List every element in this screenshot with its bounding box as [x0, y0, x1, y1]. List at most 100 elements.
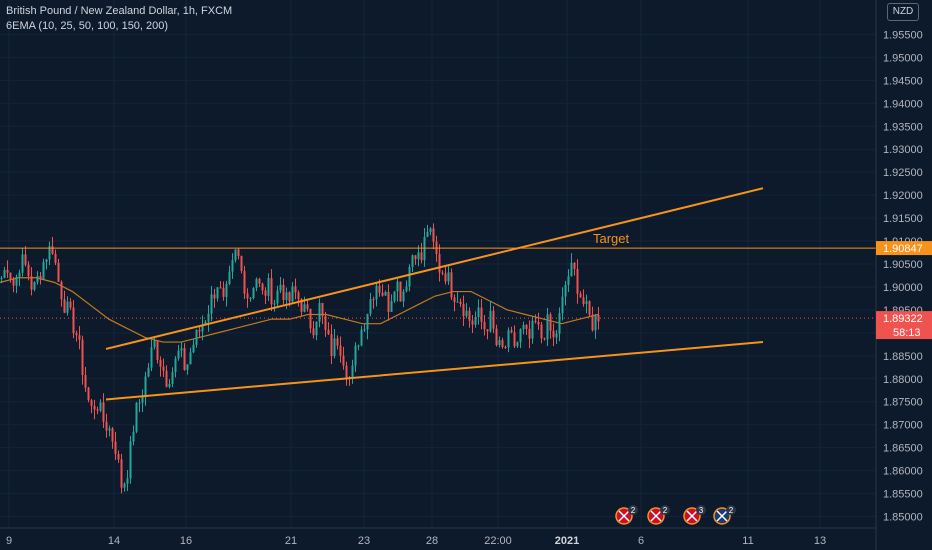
- candle-body: [381, 292, 384, 296]
- candle-body: [549, 314, 552, 331]
- candle-body: [534, 320, 537, 323]
- candle-body: [498, 340, 501, 346]
- candle-body: [564, 284, 567, 297]
- candle-body: [267, 278, 270, 296]
- candle-body: [162, 366, 165, 371]
- candle-body: [582, 297, 585, 304]
- candle-body: [372, 299, 375, 301]
- candle-body: [255, 278, 258, 288]
- candle-body: [510, 330, 513, 333]
- candle-body: [90, 400, 93, 406]
- candle-body: [429, 228, 432, 233]
- candle-body: [366, 313, 369, 330]
- candle-body: [294, 286, 297, 293]
- price-axis[interactable]: 1.85000 1.85500 1.86000 1.86500 1.87000 1.875…: [875, 0, 932, 550]
- currency-badge[interactable]: NZD: [887, 3, 919, 21]
- candle-body: [555, 333, 558, 338]
- candle-body: [513, 332, 516, 347]
- price-tick-label: 1.88500: [883, 351, 923, 363]
- flag-stripe: [650, 510, 662, 522]
- price-tick-label: 1.88000: [883, 374, 923, 386]
- countdown-text: 58:13: [893, 327, 921, 339]
- candles: [0, 223, 600, 494]
- candle-body: [321, 302, 324, 317]
- ema-lines: [0, 277, 599, 343]
- candle-body: [234, 249, 237, 261]
- candle-body: [126, 478, 129, 484]
- candle-body: [108, 428, 111, 431]
- event-count: 2: [631, 506, 636, 515]
- time-tick-label: 2021: [555, 535, 579, 547]
- candle-body: [129, 441, 132, 479]
- candle-body: [357, 345, 360, 347]
- time-tick-label: 9: [6, 535, 12, 547]
- event-count-badge: [696, 505, 706, 515]
- time-tick-label: 28: [426, 535, 438, 547]
- candle-body: [588, 301, 591, 315]
- candle-body: [30, 276, 33, 290]
- candle-body: [546, 314, 549, 340]
- price-tick-label: 1.93000: [883, 144, 923, 156]
- candle-body: [270, 278, 273, 305]
- candle-body: [420, 252, 423, 261]
- candle-body: [123, 483, 126, 488]
- candle-body: [252, 287, 255, 298]
- candle-body: [21, 254, 24, 273]
- candle-body: [9, 272, 12, 279]
- target-price-text: 1.90847: [883, 243, 923, 255]
- candle-body: [528, 328, 531, 339]
- candle-body: [159, 359, 162, 367]
- candle-body: [144, 376, 147, 398]
- candle-body: [363, 329, 366, 331]
- event-markers[interactable]: 2 2 3 2: [615, 505, 736, 525]
- price-tick-label: 1.86500: [883, 443, 923, 455]
- candle-body: [0, 277, 3, 279]
- candle-body: [573, 262, 576, 270]
- candle-body: [480, 307, 483, 322]
- drawings[interactable]: Target: [0, 187, 876, 401]
- candle-body: [198, 329, 201, 332]
- indicator-legend[interactable]: 6EMA (10, 25, 50, 100, 150, 200): [6, 20, 169, 32]
- candle-body: [189, 352, 192, 365]
- candle-body: [273, 303, 276, 305]
- candle-body: [96, 409, 99, 411]
- candle-body: [174, 358, 177, 373]
- candle-body: [15, 276, 18, 286]
- candle-body: [216, 287, 219, 299]
- candle-body: [507, 330, 510, 348]
- last-price-tag: [876, 311, 932, 340]
- candle-body: [297, 292, 300, 300]
- candle-body: [87, 387, 90, 401]
- candle-body: [3, 270, 6, 278]
- candle-body: [426, 232, 429, 237]
- candle-body: [153, 340, 156, 348]
- candle-body: [483, 321, 486, 330]
- candle-body: [387, 291, 390, 312]
- candle-body: [45, 259, 48, 262]
- candle-body: [375, 285, 378, 300]
- candle-body: [36, 276, 39, 283]
- ema-line: [0, 277, 599, 343]
- candle-body: [288, 292, 291, 302]
- candle-body: [213, 294, 216, 299]
- price-tick-label: 1.91500: [883, 213, 923, 225]
- time-axis[interactable]: 9 14 16 21 23 28 22:00 2021 6 11 13: [0, 527, 876, 547]
- candle-body: [417, 252, 420, 260]
- price-tick-label: 1.94000: [883, 98, 923, 110]
- candle-body: [165, 370, 168, 387]
- event-count: 2: [663, 506, 668, 515]
- candle-body: [543, 338, 546, 340]
- candle-body: [378, 285, 381, 293]
- candle-body: [453, 297, 456, 302]
- candle-body: [531, 320, 534, 339]
- candle-body: [276, 290, 279, 304]
- candle-body: [519, 329, 522, 343]
- candle-body: [264, 290, 267, 296]
- candle-body: [585, 301, 588, 304]
- time-tick-label: 22:00: [484, 535, 512, 547]
- candle-body: [105, 421, 108, 431]
- event-count: 2: [729, 506, 734, 515]
- candle-body: [219, 287, 222, 289]
- flag-stripe: [618, 510, 630, 522]
